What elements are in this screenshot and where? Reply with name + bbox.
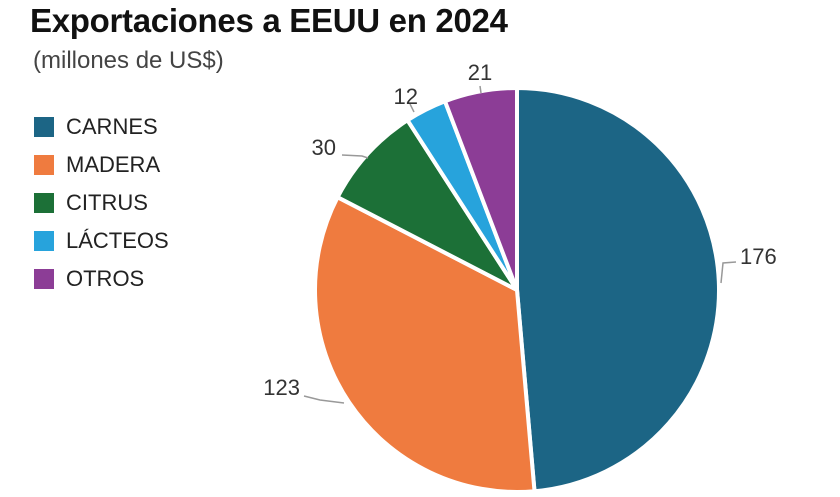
- legend-label-otros: OTROS: [66, 266, 145, 291]
- legend-swatch-citrus: [34, 193, 54, 213]
- legend-item-otros: OTROS: [34, 260, 169, 298]
- pie-slice-carnes: [515, 86, 721, 494]
- legend-label-madera: MADERA: [66, 152, 161, 177]
- legend-item-lacteos: LÁCTEOS: [34, 222, 169, 260]
- leader-line-citrus: [341, 154, 369, 159]
- value-label-citrus: 30: [312, 135, 336, 160]
- chart-title: Exportaciones a EEUU en 2024: [30, 2, 508, 39]
- value-label-lacteos: 12: [394, 84, 418, 109]
- leader-line-lacteos: [409, 103, 415, 113]
- leader-line-madera: [303, 395, 345, 404]
- legend-item-citrus: CITRUS: [34, 184, 169, 222]
- legend-swatch-otros: [34, 269, 54, 289]
- legend-label-citrus: CITRUS: [66, 190, 148, 215]
- pie-slices: [313, 86, 721, 494]
- legend-label-carnes: CARNES: [66, 114, 158, 139]
- leader-lines: [303, 85, 737, 404]
- legend-swatch-madera: [34, 155, 54, 175]
- legend: CARNES MADERA CITRUS LÁCTEOS OTROS: [34, 108, 169, 298]
- value-label-carnes: 176: [740, 244, 777, 269]
- leader-line-otros: [479, 85, 482, 94]
- legend-swatch-lacteos: [34, 231, 54, 251]
- chart-subtitle: (millones de US$): [33, 47, 224, 74]
- value-label-madera: 123: [263, 375, 300, 400]
- leader-line-carnes: [720, 261, 737, 284]
- legend-item-madera: MADERA: [34, 146, 169, 184]
- value-labels: 176 123 30 12 21: [263, 60, 776, 400]
- legend-swatch-carnes: [34, 117, 54, 137]
- legend-label-lacteos: LÁCTEOS: [66, 228, 169, 253]
- legend-item-carnes: CARNES: [34, 108, 169, 146]
- pie-slice-citrus: [335, 118, 519, 292]
- value-label-otros: 21: [468, 60, 492, 85]
